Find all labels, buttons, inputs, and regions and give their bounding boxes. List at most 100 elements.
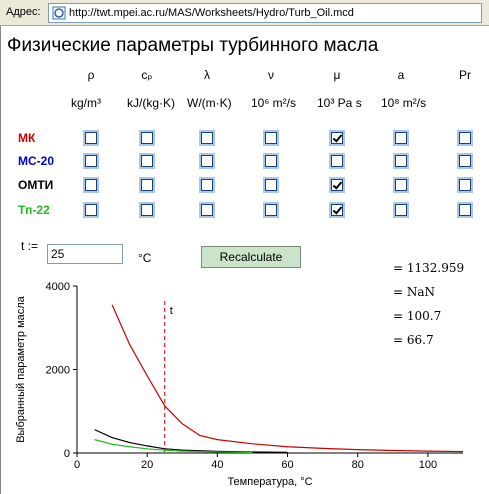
- result-value-1: = 1132.959: [393, 261, 465, 275]
- x-tick-label: 100: [419, 459, 437, 471]
- x-tick-label: 60: [281, 459, 293, 471]
- page-title: Физические параметры турбинного масла: [7, 35, 379, 56]
- checkbox-box: [459, 179, 471, 191]
- column-symbol-4: μ: [333, 68, 341, 82]
- checkbox-row2-col3[interactable]: [263, 177, 279, 193]
- checkbox-row2-col0[interactable]: [83, 177, 99, 193]
- checkbox-row1-col1[interactable]: [139, 153, 155, 169]
- checkbox-box: [265, 204, 277, 216]
- checkbox-row0-col3[interactable]: [263, 130, 279, 146]
- checkbox-row1-col0[interactable]: [83, 153, 99, 169]
- column-symbol-1: cₚ: [141, 68, 153, 82]
- checkmark-icon: [331, 179, 343, 191]
- checkbox-box: [265, 155, 277, 167]
- checkbox-row2-col5[interactable]: [393, 177, 409, 193]
- x-tick-label: 20: [141, 459, 153, 471]
- checkbox-row3-col1[interactable]: [139, 202, 155, 218]
- checkbox-box: [85, 204, 97, 216]
- checkbox-box: [85, 179, 97, 191]
- checkbox-box: [265, 132, 277, 144]
- checkbox-box: [141, 155, 153, 167]
- column-symbol-5: a: [397, 68, 405, 82]
- address-bar: Адрес: http://twt.mpei.ac.ru/MAS/Workshe…: [0, 0, 489, 26]
- checkbox-row2-col2[interactable]: [199, 177, 215, 193]
- temperature-input[interactable]: [47, 244, 123, 264]
- column-symbol-6: Pr: [459, 68, 471, 82]
- address-label: Адрес:: [6, 6, 41, 18]
- checkmark-icon: [331, 204, 343, 216]
- column-unit-5: 10⁸ m²/s: [381, 96, 427, 110]
- checkbox-box: [201, 155, 213, 167]
- x-tick-label: 0: [74, 459, 80, 471]
- recalculate-button[interactable]: Recalculate: [201, 246, 301, 268]
- checkbox-row0-col1[interactable]: [139, 130, 155, 146]
- y-tick-label: 2000: [46, 365, 70, 377]
- checkbox-row0-col0[interactable]: [83, 130, 99, 146]
- oil-label-0: МК: [18, 131, 36, 145]
- column-unit-4: 10³ Pa s: [317, 96, 362, 110]
- checkbox-row1-col4[interactable]: [329, 153, 345, 169]
- address-field[interactable]: http://twt.mpei.ac.ru/MAS/Worksheets/Hyd…: [48, 3, 482, 23]
- checkbox-box: [395, 179, 407, 191]
- column-unit-2: W/(m·K): [187, 96, 232, 110]
- checkbox-row3-col2[interactable]: [199, 202, 215, 218]
- result-value-2: = NaN: [393, 285, 436, 299]
- checkbox-box: [141, 132, 153, 144]
- checkbox-row3-col6[interactable]: [457, 202, 473, 218]
- checkbox-box: [459, 204, 471, 216]
- column-symbol-3: ν: [268, 68, 274, 82]
- checkbox-row2-col1[interactable]: [139, 177, 155, 193]
- checkbox-row1-col3[interactable]: [263, 153, 279, 169]
- checkbox-row3-col5[interactable]: [393, 202, 409, 218]
- x-tick-label: 80: [352, 459, 364, 471]
- y-axis-label: Выбранный параметр масла: [15, 295, 27, 442]
- oil-label-2: ОМТИ: [18, 178, 54, 192]
- checkbox-box: [201, 204, 213, 216]
- t-marker-label: t: [170, 305, 173, 317]
- column-symbol-2: λ: [204, 68, 210, 82]
- checkbox-box: [395, 204, 407, 216]
- series-line-2: [94, 439, 253, 454]
- checkbox-row3-col0[interactable]: [83, 202, 99, 218]
- checkbox-row1-col5[interactable]: [393, 153, 409, 169]
- checkbox-box: [459, 132, 471, 144]
- checkbox-row2-col4[interactable]: [329, 177, 345, 193]
- checkbox-box: [141, 204, 153, 216]
- y-tick-label: 4000: [46, 281, 70, 293]
- checkbox-box: [331, 155, 343, 167]
- x-axis-label: Температура, °C: [227, 476, 312, 488]
- checkbox-box: [459, 155, 471, 167]
- checkbox-box: [395, 155, 407, 167]
- checkbox-box: [141, 179, 153, 191]
- oil-label-1: МС-20: [18, 154, 55, 168]
- result-value-3: = 100.7: [393, 309, 442, 323]
- result-value-4: = 66.7: [393, 333, 434, 347]
- page-icon: [52, 6, 66, 20]
- checkbox-row0-col4[interactable]: [329, 130, 345, 146]
- checkbox-box: [395, 132, 407, 144]
- checkbox-box: [201, 132, 213, 144]
- checkbox-row3-col3[interactable]: [263, 202, 279, 218]
- checkbox-box: [85, 155, 97, 167]
- x-tick-label: 40: [211, 459, 223, 471]
- oil-label-3: Тп-22: [18, 203, 50, 217]
- series-line-1: [94, 429, 288, 453]
- checkbox-row0-col5[interactable]: [393, 130, 409, 146]
- temperature-unit: °C: [138, 251, 152, 265]
- checkbox-row0-col2[interactable]: [199, 130, 215, 146]
- checkbox-row2-col6[interactable]: [457, 177, 473, 193]
- checkbox-row1-col6[interactable]: [457, 153, 473, 169]
- parameter-chart: 0 20 40 60 80 100 0 2000 4000 t Температура, °C Выб…: [15, 281, 464, 488]
- checkmark-icon: [331, 132, 343, 144]
- checkbox-row1-col2[interactable]: [199, 153, 215, 169]
- checkbox-box: [85, 132, 97, 144]
- column-unit-1: kJ/(kg·K): [127, 96, 175, 110]
- checkbox-box: [201, 179, 213, 191]
- temperature-label: t :=: [21, 239, 39, 253]
- series-line-0: [111, 304, 464, 453]
- checkbox-box: [265, 179, 277, 191]
- checkbox-row3-col4[interactable]: [329, 202, 345, 218]
- checkbox-row0-col6[interactable]: [457, 130, 473, 146]
- y-tick-label: 0: [64, 448, 70, 460]
